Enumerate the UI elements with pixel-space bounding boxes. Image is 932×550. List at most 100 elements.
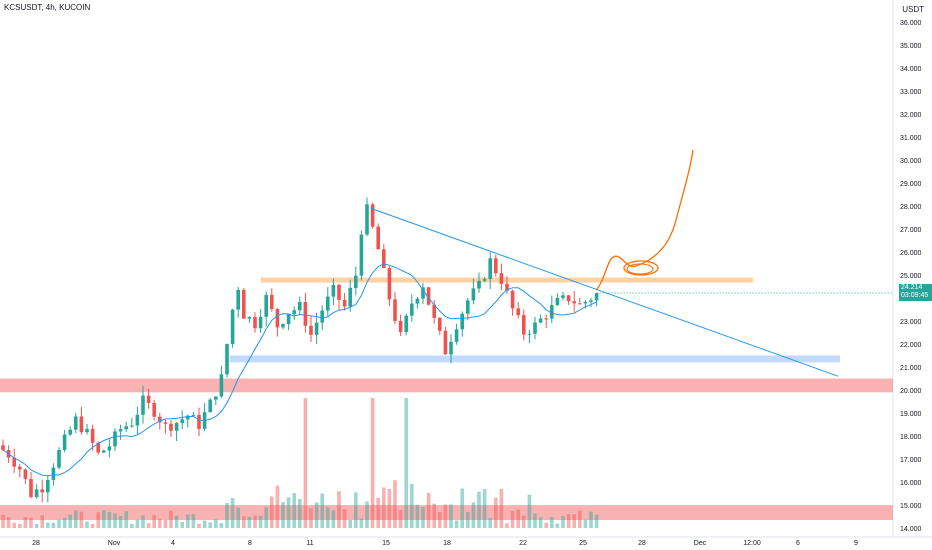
volume-bar (421, 506, 425, 528)
candle-body (275, 309, 280, 328)
candle-body (466, 300, 470, 314)
candle-body (342, 299, 347, 307)
breakout-circle-inner (626, 263, 654, 275)
volume-bar (370, 398, 375, 528)
x-tick-label: 28 (638, 540, 646, 547)
volume-bar (382, 487, 386, 528)
volume-bar (46, 522, 50, 528)
volume-bar (214, 519, 218, 528)
candle-body (208, 399, 212, 413)
candle-body (561, 295, 565, 298)
y-tick-label: 29.000 (900, 181, 922, 188)
support-zone (229, 355, 841, 363)
volume-bar (124, 511, 128, 528)
candle-body (471, 288, 476, 301)
y-tick-label: 35.000 (900, 43, 922, 50)
volume-bar (387, 489, 392, 528)
volume-bar (146, 523, 151, 528)
y-tick-label: 34.000 (900, 66, 922, 73)
candle-body (34, 489, 39, 497)
volume-bar (130, 523, 134, 528)
candle-body (118, 429, 123, 432)
candle-body (102, 450, 106, 453)
last-price-tag: 24.214 03:09:45 (899, 284, 932, 301)
volume-bar (454, 520, 459, 528)
candle-body (449, 341, 453, 355)
volume-bar (102, 510, 106, 528)
x-tick-label: 22 (519, 540, 527, 547)
candle-body (124, 426, 128, 430)
volume-bar (348, 520, 352, 528)
x-tick-label: 18 (443, 540, 451, 547)
candle-body (23, 469, 28, 479)
candle-body (482, 279, 487, 281)
symbol-title: KCSUSDT, 4h, KUCOIN (4, 3, 91, 12)
candles (1, 197, 599, 503)
volume-bar (522, 515, 526, 528)
candle-body (387, 267, 392, 300)
y-tick-label: 14.000 (900, 526, 922, 533)
candle-body (376, 226, 380, 250)
candle-body (141, 395, 145, 415)
y-tick-label: 22.000 (900, 342, 922, 349)
volume-bar (298, 498, 302, 528)
volume-bar (113, 513, 117, 528)
volume-bar (23, 517, 28, 528)
volume-bar (594, 514, 599, 528)
breakout-circle (623, 260, 659, 276)
candle-body (225, 344, 229, 375)
volume-bar (57, 519, 61, 528)
volume-bar (426, 492, 431, 528)
candle-body (286, 314, 291, 324)
candle-body (146, 395, 151, 403)
volume-bar (197, 523, 201, 528)
projection-drawing (595, 149, 694, 291)
volume-bar (583, 519, 588, 528)
candle-body (68, 429, 72, 435)
candle-body (174, 422, 179, 431)
candle-body (253, 317, 257, 329)
volume-bar (152, 515, 156, 528)
volume-bar (163, 519, 168, 528)
x-tick-label: 4 (171, 540, 175, 547)
supply-zone-upper (0, 378, 893, 393)
volume-bar (96, 512, 100, 528)
y-tick-label: 20.000 (900, 388, 922, 395)
x-tick-label: 25 (579, 540, 587, 547)
candle-body (594, 293, 599, 301)
volume-bar (12, 522, 16, 528)
y-tick-label: 30.000 (900, 158, 922, 165)
candle-body (398, 320, 403, 332)
candle-body (438, 317, 442, 331)
x-tick-label: 6 (796, 540, 800, 547)
volume-bar (169, 510, 173, 528)
x-tick-label: Dec (694, 540, 707, 547)
candle-body (337, 284, 341, 300)
candle-body (236, 289, 240, 310)
candle-body (510, 290, 515, 309)
volume-bar (505, 523, 509, 528)
candle-body (365, 204, 369, 235)
volume-bar (6, 517, 11, 528)
candle-body (230, 309, 235, 345)
volume-bar (337, 491, 341, 528)
volume-bar (320, 493, 324, 528)
candle-body (477, 280, 481, 289)
candle-body (57, 449, 61, 468)
candle-body (538, 318, 543, 323)
volume-bar (365, 501, 369, 528)
candle-body (527, 333, 532, 335)
candle-body (96, 442, 100, 453)
candle-body (443, 330, 448, 355)
candle-body (303, 302, 308, 326)
volume-bar (253, 515, 257, 528)
volume-bar (85, 521, 89, 528)
volume-bar (443, 504, 448, 528)
volume-bar (460, 488, 464, 528)
volume-bar (264, 507, 268, 528)
volume-bar (174, 515, 179, 528)
volume-bar (29, 517, 33, 528)
volume-bar (90, 523, 95, 528)
volume-bar (561, 516, 565, 528)
